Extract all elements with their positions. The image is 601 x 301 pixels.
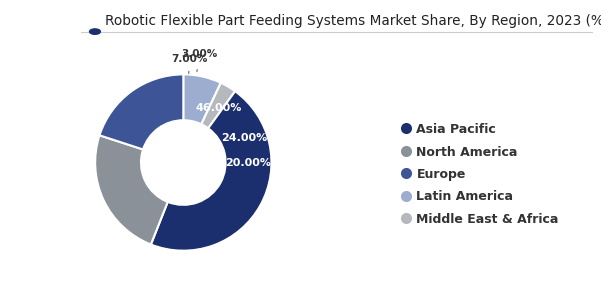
Wedge shape	[201, 83, 235, 128]
Text: 3.00%: 3.00%	[182, 48, 218, 59]
Text: RESEARCH: RESEARCH	[26, 47, 58, 53]
Text: 46.00%: 46.00%	[196, 103, 242, 113]
Text: Robotic Flexible Part Feeding Systems Market Share, By Region, 2023 (%): Robotic Flexible Part Feeding Systems Ma…	[105, 14, 601, 28]
Wedge shape	[95, 135, 168, 244]
Text: 20.00%: 20.00%	[225, 157, 272, 168]
Legend: Asia Pacific, North America, Europe, Latin America, Middle East & Africa: Asia Pacific, North America, Europe, Lat…	[403, 123, 559, 226]
Wedge shape	[183, 74, 221, 124]
Text: PRECEDENCE: PRECEDENCE	[22, 27, 62, 33]
Text: 7.00%: 7.00%	[171, 54, 208, 64]
Text: 24.00%: 24.00%	[221, 133, 267, 143]
Wedge shape	[100, 74, 183, 150]
Wedge shape	[151, 91, 272, 251]
